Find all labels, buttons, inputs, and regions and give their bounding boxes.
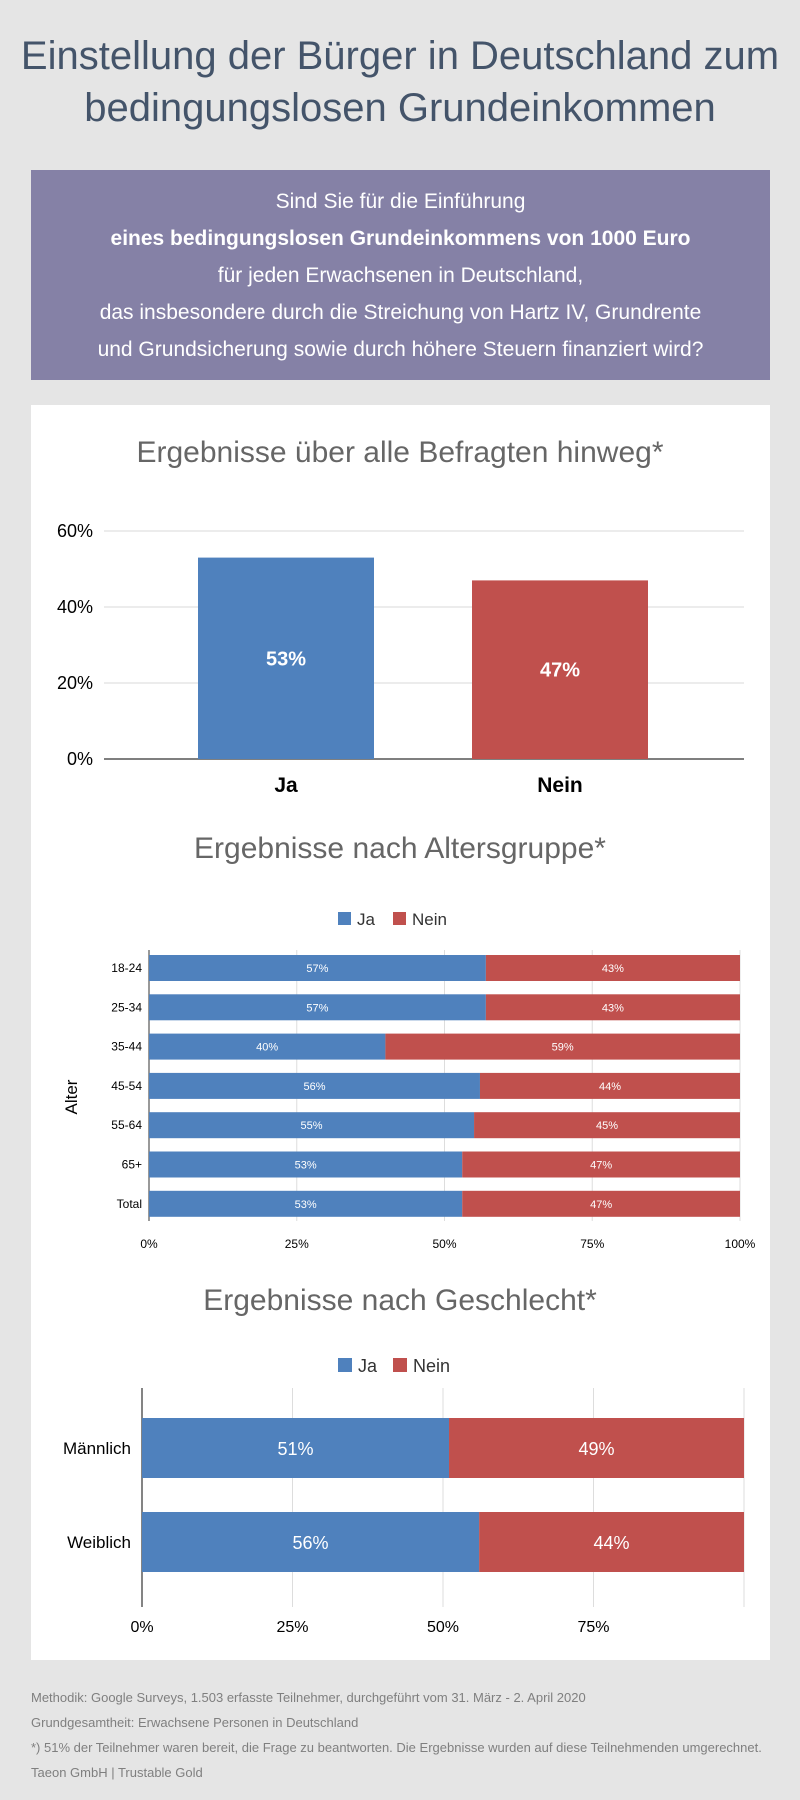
question-line-2: eines bedingungslosen Grundeinkommens vo…: [110, 227, 691, 250]
chart3-data-label-nein: 49%: [578, 1439, 614, 1459]
chart2-xtick: 0%: [140, 1237, 158, 1251]
chart2-ytick: Total: [117, 1197, 142, 1211]
chart3-legend-swatch-ja: [338, 1358, 352, 1372]
chart3-bar-ja: [142, 1418, 450, 1478]
title-line-2: bedingungslosen Grundeinkommen: [84, 86, 716, 130]
chart2-bar-ja: [149, 994, 486, 1021]
chart1-data-label: 53%: [266, 648, 306, 670]
chart2-data-label-nein: 45%: [596, 1120, 618, 1132]
chart2-bar-ja: [149, 955, 486, 981]
chart2-data-label-nein: 43%: [602, 963, 624, 975]
chart3-legend-swatch-nein: [393, 1358, 407, 1372]
chart2-xtick: 75%: [580, 1237, 604, 1251]
chart2-data-label-nein: 47%: [590, 1160, 612, 1172]
chart2-data-label-ja: 57%: [306, 963, 328, 975]
chart2-title: Ergebnisse nach Altersgruppe*: [194, 832, 606, 865]
question-line-5: und Grundsicherung sowie durch höhere St…: [97, 338, 704, 361]
chart2-xtick: 100%: [725, 1237, 756, 1251]
chart2-ytick: 45-54: [111, 1079, 142, 1093]
chart3-ytick: Weiblich: [67, 1533, 131, 1552]
chart3-legend-label: Nein: [413, 1356, 450, 1376]
title-line-1: Einstellung der Bürger in Deutschland zu…: [20, 34, 780, 78]
chart3-ytick: Männlich: [63, 1439, 131, 1458]
chart2-bar-nein: [474, 1112, 740, 1139]
chart3-xtick: 75%: [577, 1619, 609, 1636]
question-line-3: für jeden Erwachsenen in Deutschland,: [217, 264, 584, 287]
chart3-title: Ergebnisse nach Geschlecht*: [203, 1284, 597, 1317]
chart1-xtick: Nein: [537, 774, 583, 797]
chart1-ytick: 0%: [67, 749, 93, 769]
chart2-ytick: 35-44: [111, 1040, 142, 1054]
chart2-data-label-ja: 40%: [256, 1042, 278, 1054]
chart2-data-label-ja: 55%: [301, 1120, 323, 1132]
chart3-xtick: 0%: [130, 1619, 153, 1636]
chart1-title: Ergebnisse über alle Befragten hinweg*: [136, 436, 663, 469]
chart2-xtick: 25%: [285, 1237, 309, 1251]
chart2-bar-nein: [485, 955, 740, 981]
footer: Methodik: Google Surveys, 1.503 erfasste…: [31, 1685, 791, 1785]
chart2-data-label-nein: 44%: [599, 1081, 621, 1093]
question-line-1: Sind Sie für die Einführung: [275, 190, 526, 213]
page-title: Einstellung der Bürger in Deutschland zu…: [0, 30, 800, 134]
chart2-legend-swatch-ja: [338, 912, 351, 925]
chart2-bar-nein: [462, 1190, 740, 1217]
chart2-data-label-nein: 43%: [602, 1002, 624, 1014]
chart3-data-label-ja: 51%: [277, 1439, 313, 1459]
chart3-data-label-nein: 44%: [594, 1533, 630, 1553]
chart2-data-label-ja: 53%: [295, 1160, 317, 1172]
chart1-ytick: 20%: [57, 673, 93, 693]
chart2-data-label-ja: 53%: [295, 1199, 317, 1211]
chart2-bar-ja: [149, 1072, 480, 1099]
chart2-data-label-nein: 59%: [552, 1042, 574, 1054]
chart3-bar-nein: [479, 1512, 744, 1572]
chart2-bar-ja: [149, 1112, 475, 1139]
chart2-bar-nein: [485, 994, 740, 1021]
chart3-data-label-ja: 56%: [293, 1533, 329, 1553]
chart1-ytick: 60%: [57, 521, 93, 541]
question-box: Sind Sie für die Einführung eines beding…: [31, 170, 770, 380]
charts-svg: Ergebnisse über alle Befragten hinweg* 0%…: [57, 436, 756, 1636]
chart2-y-axis-label: Alter: [62, 1079, 81, 1114]
footer-note: *) 51% der Teilnehmer waren bereit, die …: [31, 1740, 762, 1755]
chart2-bar-ja: [149, 1151, 463, 1178]
footer-population: Grundgesamtheit: Erwachsene Personen in …: [31, 1715, 359, 1730]
chart2-ytick: 65+: [122, 1158, 142, 1172]
chart2-data-label-nein: 47%: [590, 1199, 612, 1211]
chart2-bar-ja: [149, 1033, 386, 1060]
chart2-data-label-ja: 57%: [306, 1002, 328, 1014]
chart1-bar-nein: [472, 580, 648, 759]
chart2-legend-label: Nein: [412, 910, 447, 929]
chart1-data-label: 47%: [540, 660, 580, 682]
chart3-xtick: 25%: [276, 1619, 308, 1636]
chart1-ytick: 40%: [57, 597, 93, 617]
chart3-bar-nein: [449, 1418, 744, 1478]
chart2-xtick: 50%: [432, 1237, 456, 1251]
chart2-bar-nein: [462, 1151, 740, 1178]
chart1-xtick: Ja: [274, 774, 298, 797]
chart2-ytick: 18-24: [111, 961, 142, 975]
chart2-ytick: 25-34: [111, 1000, 142, 1014]
question-line-4: das insbesondere durch die Streichung vo…: [99, 301, 702, 324]
footer-credit: Taeon GmbH | Trustable Gold: [31, 1765, 203, 1780]
chart1-bar-ja: [198, 557, 374, 759]
chart2-ytick: 55-64: [111, 1118, 142, 1132]
chart3-xtick: 50%: [427, 1619, 459, 1636]
chart2-bar-nein: [385, 1033, 740, 1060]
chart2-bar-nein: [479, 1072, 740, 1099]
chart2-bar-ja: [149, 1190, 463, 1217]
chart2-data-label-ja: 56%: [303, 1081, 325, 1093]
chart2-legend-swatch-nein: [393, 912, 406, 925]
chart3-legend-label: Ja: [358, 1356, 378, 1376]
charts-panel: Ergebnisse über alle Befragten hinweg* 0%…: [31, 405, 770, 1660]
footer-method: Methodik: Google Surveys, 1.503 erfasste…: [31, 1690, 586, 1705]
chart3-bar-ja: [142, 1512, 480, 1572]
chart2-legend-label: Ja: [357, 910, 376, 929]
